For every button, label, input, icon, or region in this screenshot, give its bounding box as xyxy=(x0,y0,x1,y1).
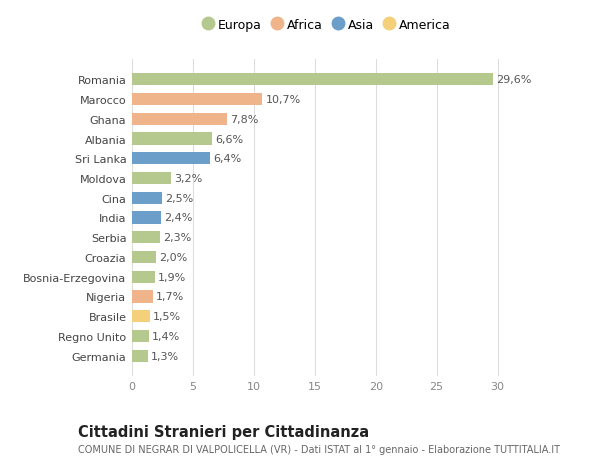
Bar xyxy=(132,212,161,224)
Text: 1,7%: 1,7% xyxy=(156,292,184,302)
Text: 1,4%: 1,4% xyxy=(152,331,181,341)
Text: 2,4%: 2,4% xyxy=(164,213,193,223)
Text: 1,3%: 1,3% xyxy=(151,351,179,361)
Text: 2,0%: 2,0% xyxy=(160,252,188,263)
Text: 1,9%: 1,9% xyxy=(158,272,187,282)
Text: 3,2%: 3,2% xyxy=(174,174,202,184)
Text: 29,6%: 29,6% xyxy=(496,75,531,85)
Text: 2,5%: 2,5% xyxy=(166,193,194,203)
Bar xyxy=(132,252,157,263)
Text: 7,8%: 7,8% xyxy=(230,115,259,124)
Bar xyxy=(132,153,210,165)
Bar xyxy=(132,192,163,204)
Bar xyxy=(132,173,171,185)
Bar xyxy=(132,94,262,106)
Text: 6,6%: 6,6% xyxy=(215,134,244,144)
Bar xyxy=(132,113,227,126)
Bar xyxy=(132,310,150,323)
Text: 10,7%: 10,7% xyxy=(265,95,301,105)
Text: Cittadini Stranieri per Cittadinanza: Cittadini Stranieri per Cittadinanza xyxy=(78,425,369,440)
Text: 1,5%: 1,5% xyxy=(154,312,181,321)
Bar xyxy=(132,232,160,244)
Bar xyxy=(132,350,148,362)
Bar xyxy=(132,74,493,86)
Legend: Europa, Africa, Asia, America: Europa, Africa, Asia, America xyxy=(199,15,455,36)
Bar xyxy=(132,330,149,342)
Bar xyxy=(132,291,153,303)
Bar xyxy=(132,133,212,146)
Text: 6,4%: 6,4% xyxy=(213,154,241,164)
Bar xyxy=(132,271,155,283)
Text: COMUNE DI NEGRAR DI VALPOLICELLA (VR) - Dati ISTAT al 1° gennaio - Elaborazione : COMUNE DI NEGRAR DI VALPOLICELLA (VR) - … xyxy=(78,444,560,454)
Text: 2,3%: 2,3% xyxy=(163,233,191,243)
